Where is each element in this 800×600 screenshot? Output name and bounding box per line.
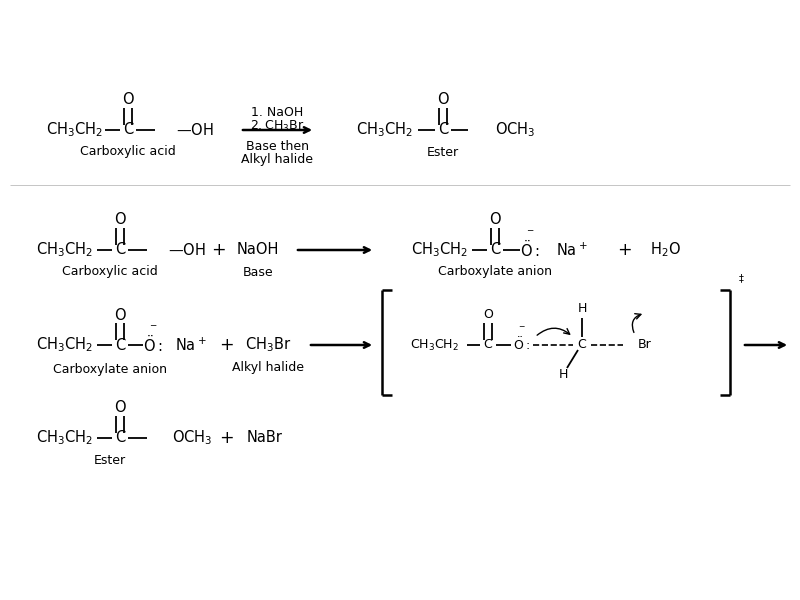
Text: C: C	[578, 338, 586, 352]
Text: $\mathregular{OCH_3}$: $\mathregular{OCH_3}$	[172, 428, 213, 448]
Text: $^{-}$: $^{-}$	[518, 324, 526, 334]
Text: Ester: Ester	[427, 145, 459, 158]
Text: Alkyl halide: Alkyl halide	[241, 154, 313, 166]
Text: Base: Base	[242, 265, 274, 278]
Text: $\mathregular{—OH}$: $\mathregular{—OH}$	[176, 122, 214, 138]
Text: $\mathregular{CH_3CH_2}$: $\mathregular{CH_3CH_2}$	[357, 121, 414, 139]
Text: +: +	[210, 241, 226, 259]
Text: O: O	[122, 92, 134, 107]
Text: +: +	[617, 241, 631, 259]
Text: Base then: Base then	[246, 139, 309, 152]
Text: Carboxylic acid: Carboxylic acid	[80, 145, 176, 158]
Text: $\mathregular{\ddot{O}:}$: $\mathregular{\ddot{O}:}$	[520, 239, 540, 260]
Text: $\mathregular{—OH}$: $\mathregular{—OH}$	[168, 242, 206, 258]
Text: $\mathregular{\ddot{O}:}$: $\mathregular{\ddot{O}:}$	[143, 335, 163, 355]
Text: $\mathregular{CH_3CH_2}$: $\mathregular{CH_3CH_2}$	[37, 335, 94, 355]
Text: Carboxylic acid: Carboxylic acid	[62, 265, 158, 278]
Text: Br: Br	[638, 338, 652, 352]
Text: C: C	[123, 122, 133, 137]
Text: $\mathregular{2. CH_3Br}$: $\mathregular{2. CH_3Br}$	[250, 118, 304, 134]
Text: O: O	[483, 308, 493, 322]
Text: Carboxylate anion: Carboxylate anion	[53, 362, 167, 376]
Text: O: O	[489, 212, 501, 227]
Text: $^{‡}$: $^{‡}$	[738, 274, 745, 288]
Text: $\mathregular{CH_3Br}$: $\mathregular{CH_3Br}$	[245, 335, 291, 355]
Text: $\mathregular{CH_3CH_2}$: $\mathregular{CH_3CH_2}$	[37, 241, 94, 259]
Text: C: C	[490, 242, 500, 257]
Text: $\mathregular{Na^+}$: $\mathregular{Na^+}$	[556, 241, 587, 259]
Text: $\mathregular{\ddot{O}:}$: $\mathregular{\ddot{O}:}$	[514, 337, 530, 353]
Text: C: C	[115, 431, 125, 445]
Text: NaOH: NaOH	[237, 242, 279, 257]
Text: +: +	[218, 336, 234, 354]
Text: C: C	[115, 242, 125, 257]
Text: $\mathregular{Na^+}$: $\mathregular{Na^+}$	[175, 337, 206, 353]
Text: C: C	[438, 122, 448, 137]
Text: $\mathregular{H_2O}$: $\mathregular{H_2O}$	[650, 241, 681, 259]
Text: $\mathregular{CH_3CH_2}$: $\mathregular{CH_3CH_2}$	[46, 121, 103, 139]
Text: H: H	[558, 368, 568, 382]
Text: $^{-}$: $^{-}$	[526, 227, 534, 241]
Text: O: O	[114, 401, 126, 415]
Text: C: C	[484, 338, 492, 352]
Text: Carboxylate anion: Carboxylate anion	[438, 265, 552, 278]
Text: C: C	[115, 337, 125, 352]
Text: O: O	[437, 92, 449, 107]
Text: +: +	[218, 429, 234, 447]
Text: O: O	[114, 212, 126, 227]
Text: 1. NaOH: 1. NaOH	[251, 106, 303, 118]
Text: Alkyl halide: Alkyl halide	[232, 361, 304, 373]
Text: NaBr: NaBr	[247, 431, 283, 445]
Text: $\mathregular{OCH_3}$: $\mathregular{OCH_3}$	[495, 121, 535, 139]
Text: $^{-}$: $^{-}$	[149, 323, 158, 335]
Text: $\mathregular{CH_3CH_2}$: $\mathregular{CH_3CH_2}$	[411, 241, 469, 259]
Text: $\mathregular{CH_3CH_2}$: $\mathregular{CH_3CH_2}$	[37, 428, 94, 448]
Text: O: O	[114, 307, 126, 323]
Text: H: H	[578, 302, 586, 316]
Text: Ester: Ester	[94, 454, 126, 467]
Text: $\mathregular{CH_3CH_2}$: $\mathregular{CH_3CH_2}$	[410, 337, 459, 353]
